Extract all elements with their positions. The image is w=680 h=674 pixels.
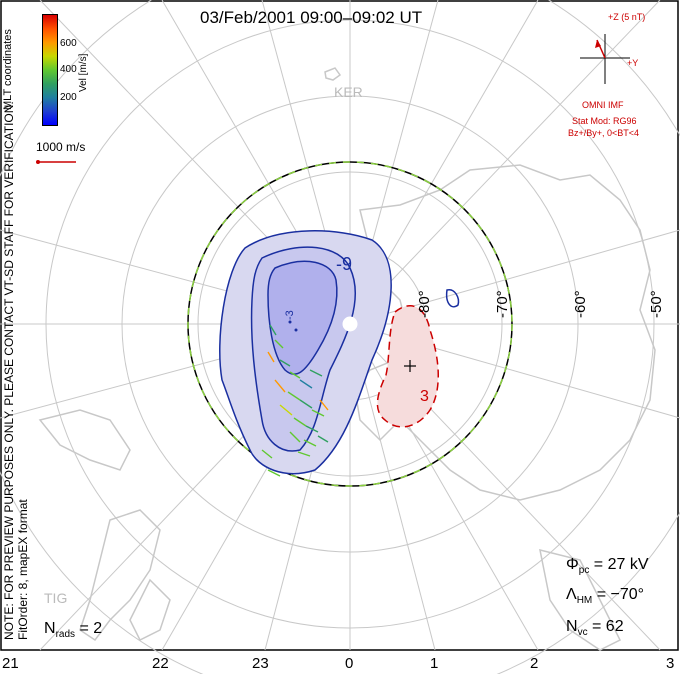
mlt-tick-1: 1 bbox=[430, 655, 439, 672]
imf-y-label: +Y bbox=[627, 58, 639, 68]
stat-lambda-hm: ΛHM = −70° bbox=[566, 586, 644, 606]
imf-scale-label: +Z (5 nT) bbox=[608, 12, 646, 22]
stat-nvc: Nvc = 62 bbox=[566, 618, 624, 638]
lat-label-70: -70° bbox=[494, 290, 511, 318]
stat-lambda-sub: HM bbox=[576, 595, 593, 607]
mlt-tick-2: 2 bbox=[530, 655, 539, 672]
stat-phi-pc: Φpc = 27 kV bbox=[566, 556, 648, 576]
colorbar-tick-600: 600 bbox=[60, 38, 77, 49]
colorbar-tick-400: 400 bbox=[60, 64, 77, 75]
velocity-colorbar bbox=[42, 14, 58, 126]
stat-nrads-symbol: N bbox=[44, 620, 56, 637]
plot-frame bbox=[0, 0, 679, 651]
mlt-tick-23: 23 bbox=[252, 655, 269, 672]
contour-label-positive: 3 bbox=[420, 388, 429, 405]
stat-lambda-symbol: Λ bbox=[566, 586, 577, 603]
mlt-tick-21: 21 bbox=[2, 655, 19, 672]
dusk-convection-cell bbox=[219, 230, 460, 475]
mlt-tick-0: 0 bbox=[345, 655, 354, 672]
contour-label-negative: -9 bbox=[336, 254, 353, 274]
stat-phi-symbol: Φ bbox=[566, 556, 579, 573]
reference-vector-label: 1000 m/s bbox=[36, 140, 86, 154]
lat-label-50: -50° bbox=[648, 290, 665, 318]
contour-label-negative2: -3 bbox=[284, 310, 296, 320]
stat-nrads-sub: rads bbox=[55, 629, 76, 641]
preview-note: NOTE: FOR PREVIEW PURPOSES ONLY. PLEASE … bbox=[2, 101, 16, 640]
stat-nrads-value: = 2 bbox=[79, 620, 103, 637]
imf-dial bbox=[580, 34, 630, 84]
lat-label-60: -60° bbox=[572, 290, 589, 318]
stat-phi-sub: pc bbox=[578, 565, 590, 577]
station-ker: KER bbox=[334, 84, 363, 100]
stat-lambda-value: = −70° bbox=[596, 586, 645, 603]
stat-nrads: Nrads = 2 bbox=[44, 620, 102, 640]
colorbar-label: Vel [m/s] bbox=[78, 53, 89, 92]
mlt-tick-3: 3 bbox=[666, 655, 675, 672]
stat-phi-value: = 27 kV bbox=[593, 556, 649, 573]
fit-order-label: FitOrder: 8, mapEX format bbox=[16, 499, 30, 640]
lat-label-80: -80° bbox=[416, 290, 433, 318]
dawn-convection-cell bbox=[376, 305, 439, 428]
hm-boundary-dash bbox=[187, 161, 513, 487]
colorbar-tick-200: 200 bbox=[60, 92, 77, 103]
stat-nvc-value: = 62 bbox=[592, 618, 624, 635]
imf-source: OMNI IMF bbox=[582, 100, 624, 110]
stat-nvc-sub: vc bbox=[577, 627, 588, 639]
station-tig: TIG bbox=[44, 590, 68, 606]
stat-nvc-symbol: N bbox=[566, 618, 578, 635]
mlt-tick-22: 22 bbox=[152, 655, 169, 672]
velocity-vectors bbox=[261, 320, 329, 477]
coordinate-system-label: MLT coordinates bbox=[2, 29, 14, 110]
map-title: 03/Feb/2001 09:00–09:02 UT bbox=[200, 8, 423, 27]
imf-condition: Bz+/By+, 0<BT<4 bbox=[568, 128, 640, 138]
imf-model: Stat Mod: RG96 bbox=[572, 116, 637, 126]
pole-marker bbox=[342, 316, 358, 332]
